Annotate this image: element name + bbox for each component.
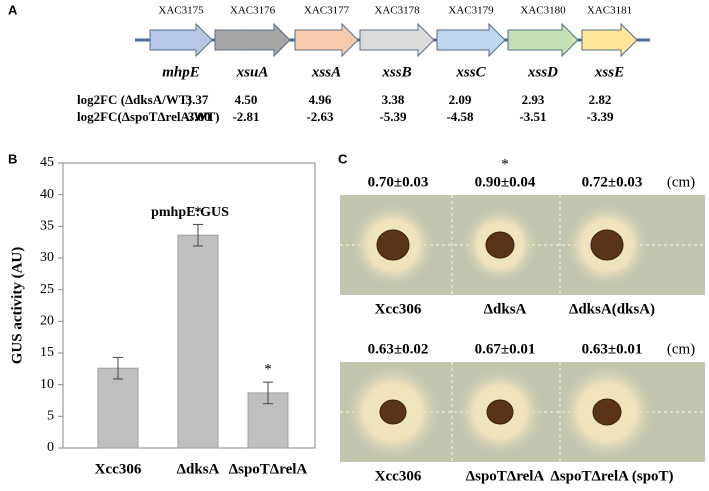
fold-change: 4.96 [309, 92, 332, 107]
bar [177, 234, 219, 449]
y-tick-label: 40 [40, 187, 54, 202]
diameter: 0.72±0.03 [582, 174, 643, 190]
fold-change: -3.00 [183, 109, 210, 124]
strain-label: ΔspoTΔrelA (spoT) [550, 468, 673, 484]
panel-label: A [8, 2, 18, 17]
gene-name: xsuA [236, 64, 269, 80]
gene-name: mhpE [162, 64, 200, 80]
gene-name: xssD [527, 64, 558, 80]
fold-change: -4.58 [446, 109, 474, 124]
fold-change: 2.09 [449, 92, 472, 107]
panel-label: C [338, 151, 348, 166]
fold-change: 2.93 [522, 92, 545, 107]
y-tick-label: 15 [40, 345, 54, 360]
x-tick-label: Xcc306 [95, 461, 142, 477]
colony [592, 398, 622, 426]
row-label: log2FC (ΔdksA/WT) [77, 92, 192, 107]
gene-name: xssE [594, 64, 624, 80]
gene-arrow [581, 22, 638, 58]
y-tick-label: 10 [40, 377, 54, 392]
colony [485, 231, 515, 259]
y-tick-label: 30 [40, 250, 54, 265]
gene-arrow [149, 22, 213, 58]
x-tick-label: ΔdksA [177, 461, 220, 477]
gene-id: XAC3178 [374, 5, 420, 17]
fold-change: 2.82 [589, 92, 612, 107]
y-tick-label: 5 [47, 409, 54, 424]
error-bar [263, 381, 273, 405]
diameter: 0.70±0.03 [368, 174, 429, 190]
fold-change: 4.50 [235, 92, 258, 107]
fold-change: -2.63 [306, 109, 334, 124]
bar [97, 367, 139, 449]
diameter: 0.63±0.02 [368, 341, 429, 357]
significance-mark: * [194, 204, 202, 220]
y-axis-label: GUS activity (AU) [9, 247, 25, 364]
fold-change: 3.37 [186, 92, 209, 107]
gene-arrow [294, 22, 359, 58]
gene-id: XAC3180 [520, 5, 566, 17]
fold-change: -3.39 [586, 109, 614, 124]
strain-label: Xcc306 [375, 468, 422, 484]
gene-id: XAC3175 [158, 5, 204, 17]
gene-arrow [507, 22, 579, 58]
gene-name: xssC [455, 64, 486, 80]
unit: (cm) [667, 174, 695, 190]
panel-label: B [8, 151, 17, 166]
y-tick-label: 0 [47, 440, 54, 455]
diameter: 0.67±0.01 [475, 341, 536, 357]
strain-label: Xcc306 [375, 301, 422, 317]
significance-mark: * [264, 362, 272, 378]
fold-change: -2.81 [232, 109, 259, 124]
gene-arrow [214, 22, 291, 58]
gene-name: xssA [311, 64, 341, 80]
strain-label: ΔdksA(dksA) [569, 301, 655, 317]
fold-change: -3.51 [519, 109, 546, 124]
gene-id: XAC3179 [448, 5, 494, 17]
gene-id: XAC3176 [230, 5, 276, 17]
colony [486, 399, 514, 425]
y-tick-label: 45 [40, 155, 54, 170]
significance-mark: * [501, 156, 509, 172]
error-bar [193, 223, 203, 247]
gene-arrow [359, 22, 435, 58]
gene-id: XAC3181 [587, 5, 632, 17]
gene-name: xssB [381, 64, 411, 80]
strain-label: ΔdksA [484, 301, 527, 317]
y-tick-label: 35 [40, 219, 54, 234]
annotation: pmhpE:GUS [151, 205, 229, 220]
x-tick-label: ΔspoTΔrelA [229, 461, 308, 477]
row-label: log2FC(ΔspoTΔrelA/WT) [77, 109, 219, 124]
diameter: 0.90±0.04 [475, 174, 536, 190]
gene-id: XAC3177 [304, 5, 350, 17]
error-bar [113, 356, 123, 380]
fold-change: -5.39 [379, 109, 407, 124]
fold-change: 3.38 [382, 92, 405, 107]
strain-label: ΔspoTΔrelA [466, 468, 545, 484]
diameter: 0.63±0.01 [582, 341, 643, 357]
colony [376, 229, 410, 261]
unit: (cm) [667, 341, 695, 357]
y-tick-label: 25 [40, 282, 54, 297]
y-tick-label: 20 [40, 314, 54, 329]
colony [379, 399, 407, 425]
colony [590, 229, 624, 261]
gene-arrow [436, 22, 506, 58]
